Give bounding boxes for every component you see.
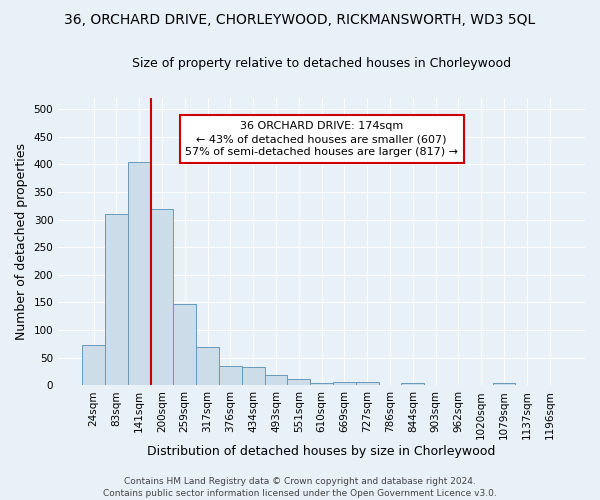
Bar (401, 383, 424, 386)
X-axis label: Distribution of detached houses by size in Chorleywood: Distribution of detached houses by size … (148, 444, 496, 458)
Bar (287, 378, 310, 386)
Bar (173, 304, 196, 386)
Bar (310, 382, 333, 386)
Bar (493, 382, 515, 386)
Bar (219, 366, 242, 386)
Bar (333, 382, 356, 386)
Text: Contains HM Land Registry data © Crown copyright and database right 2024.
Contai: Contains HM Land Registry data © Crown c… (103, 476, 497, 498)
Title: Size of property relative to detached houses in Chorleywood: Size of property relative to detached ho… (132, 58, 511, 70)
Text: 36 ORCHARD DRIVE: 174sqm
← 43% of detached houses are smaller (607)
57% of semi-: 36 ORCHARD DRIVE: 174sqm ← 43% of detach… (185, 121, 458, 158)
Text: 36, ORCHARD DRIVE, CHORLEYWOOD, RICKMANSWORTH, WD3 5QL: 36, ORCHARD DRIVE, CHORLEYWOOD, RICKMANS… (64, 12, 536, 26)
Bar (105, 214, 128, 386)
Bar (265, 376, 287, 386)
Bar (151, 208, 173, 386)
Y-axis label: Number of detached properties: Number of detached properties (15, 143, 28, 340)
Bar (356, 382, 379, 386)
Bar (128, 162, 151, 386)
Bar (196, 347, 219, 386)
Bar (242, 366, 265, 386)
Bar (82, 345, 105, 386)
